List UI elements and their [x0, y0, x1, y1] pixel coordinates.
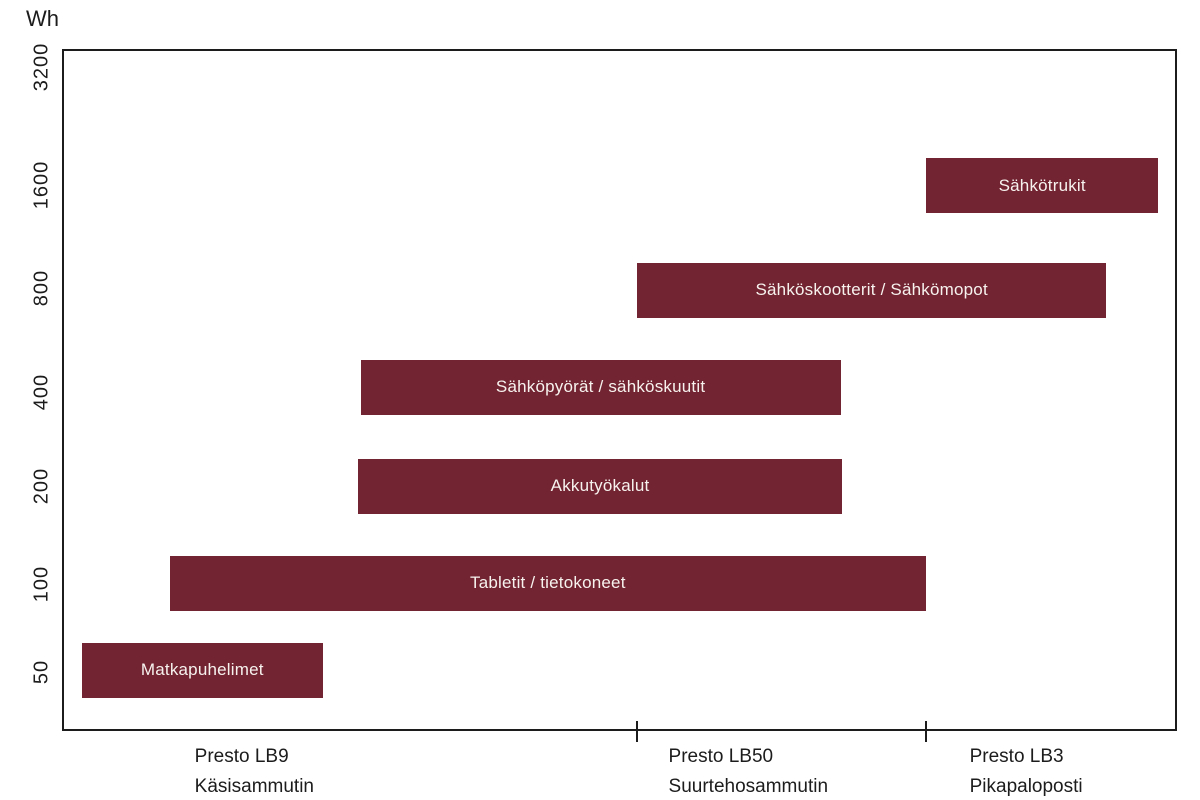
y-axis-tick-label: 1600	[30, 160, 53, 209]
chart-bar-akkutyokalut: Akkutyökalut	[358, 458, 842, 514]
x-axis-tick-mark	[925, 721, 928, 742]
y-axis-tick-label: 200	[30, 467, 53, 505]
bar-label: Sähköskootterit / Sähkömopot	[755, 280, 988, 300]
bar-label: Matkapuhelimet	[140, 660, 264, 679]
chart-bar-matkapuhelimet: Matkapuhelimet	[81, 642, 323, 698]
x-axis-label-line2: Suurtehosammutin	[668, 776, 829, 797]
x-axis-label-presto-lb3: Presto LB3 Pikapaloposti	[970, 742, 1083, 800]
x-axis-label-line2: Käsisammutin	[194, 776, 314, 797]
bar-label: Akkutyökalut	[550, 476, 650, 496]
y-axis-tick-label: 3200	[30, 42, 53, 91]
x-axis-label-line1: Presto LB9	[194, 746, 289, 767]
x-axis-label-line1: Presto LB3	[969, 746, 1064, 767]
chart-bar-sahkoskootterit-sahkomopot: Sähköskootterit / Sähkömopot	[637, 262, 1107, 318]
y-axis-tick-label: 50	[30, 660, 53, 685]
bar-label: Sähkötrukit	[998, 175, 1086, 195]
y-axis-tick-label: 400	[30, 373, 53, 411]
y-axis-tick-label: 100	[30, 566, 53, 603]
x-axis-tick-mark	[636, 721, 639, 742]
chart-bar-tabletit-tietokoneet: Tabletit / tietokoneet	[169, 555, 927, 611]
bar-label: Tabletit / tietokoneet	[470, 573, 626, 593]
x-axis-label-presto-lb9: Presto LB9 Käsisammutin	[195, 742, 314, 800]
plot-area: Sähkötrukit Sähköskootterit / Sähkömopot S…	[62, 49, 1177, 742]
x-axis-label-line2: Pikapaloposti	[969, 776, 1083, 797]
x-axis-label-presto-lb50: Presto LB50 Suurtehosammutin	[669, 742, 828, 800]
x-axis-labels-row: Presto LB9 Käsisammutin Presto LB50 Suurteh…	[62, 742, 1177, 800]
bar-label: Sähköpyörät / sähköskuutit	[495, 377, 706, 397]
y-axis-tick-label: 800	[30, 269, 53, 306]
chart-bar-sahkotrukit: Sähkötrukit	[926, 158, 1159, 214]
y-axis-title: Wh	[26, 6, 59, 31]
x-axis-label-line1: Presto LB50	[668, 746, 774, 767]
chart-bar-sahkopyorat-sahkoskuutit: Sähköpyörät / sähköskuutit	[360, 359, 841, 415]
